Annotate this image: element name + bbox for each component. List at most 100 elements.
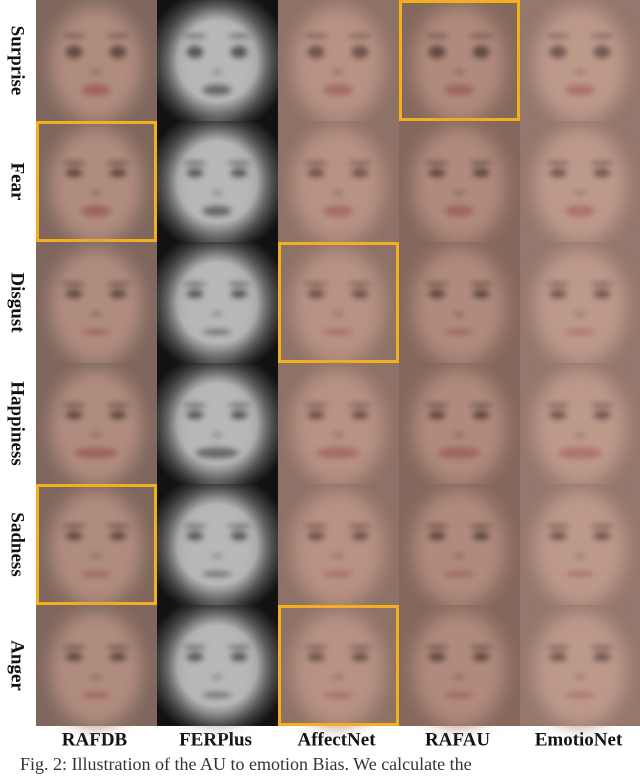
face xyxy=(292,369,384,485)
brow xyxy=(62,402,86,408)
face xyxy=(50,127,142,243)
eye xyxy=(307,45,325,59)
brow xyxy=(348,33,372,39)
eye xyxy=(549,168,567,178)
mouth xyxy=(444,84,474,96)
mouth xyxy=(81,571,111,577)
column-label: EmotioNet xyxy=(535,729,623,750)
eye xyxy=(472,289,490,299)
face-image xyxy=(520,0,640,122)
nose xyxy=(90,553,102,559)
brow xyxy=(106,644,130,650)
eye xyxy=(307,410,325,420)
brow xyxy=(304,523,328,529)
nose xyxy=(332,190,344,196)
face-oval xyxy=(50,6,142,122)
mouth xyxy=(323,329,353,335)
mouth xyxy=(444,692,474,698)
face-oval xyxy=(292,248,384,364)
brow xyxy=(348,402,372,408)
face-image xyxy=(36,605,157,727)
mouth xyxy=(565,692,595,698)
face xyxy=(413,490,505,606)
brow xyxy=(590,281,614,287)
column-label: RAFAU xyxy=(425,729,490,750)
face xyxy=(534,6,626,122)
brow xyxy=(62,281,86,287)
mouth xyxy=(81,84,111,96)
eye xyxy=(549,45,567,59)
mouth xyxy=(81,205,111,217)
brow xyxy=(469,523,493,529)
nose xyxy=(332,311,344,317)
face xyxy=(413,611,505,727)
column-label: RAFDB xyxy=(62,729,128,750)
brow xyxy=(590,33,614,39)
face-image xyxy=(278,121,399,243)
vignette xyxy=(157,0,278,121)
face-image xyxy=(399,605,520,727)
eye xyxy=(351,652,369,662)
face-image xyxy=(520,363,640,485)
brow xyxy=(425,281,449,287)
face xyxy=(292,248,384,364)
face xyxy=(292,611,384,727)
face-image xyxy=(36,121,157,243)
face-oval xyxy=(50,611,142,727)
mouth xyxy=(558,447,602,459)
face-oval xyxy=(413,490,505,606)
face xyxy=(50,6,142,122)
eye xyxy=(351,168,369,178)
mouth xyxy=(565,205,595,217)
nose xyxy=(453,69,465,75)
brow xyxy=(546,33,570,39)
face-image xyxy=(36,242,157,364)
brow xyxy=(348,281,372,287)
face xyxy=(292,6,384,122)
eye xyxy=(65,168,83,178)
face-image xyxy=(399,242,520,364)
face xyxy=(534,248,626,364)
face-oval xyxy=(413,6,505,122)
mouth xyxy=(323,571,353,577)
face-oval xyxy=(534,6,626,122)
brow xyxy=(425,402,449,408)
mouth xyxy=(565,571,595,577)
nose xyxy=(574,432,586,438)
eye xyxy=(109,289,127,299)
face-oval xyxy=(413,248,505,364)
highlight-box xyxy=(36,121,157,242)
face-image xyxy=(36,363,157,485)
eye xyxy=(109,45,127,59)
eye xyxy=(307,289,325,299)
face-image xyxy=(399,0,520,122)
face-image xyxy=(520,484,640,606)
face-image xyxy=(157,363,278,485)
face-image xyxy=(157,484,278,606)
face xyxy=(292,490,384,606)
vignette xyxy=(157,242,278,363)
brow xyxy=(469,33,493,39)
eye xyxy=(428,289,446,299)
face xyxy=(292,127,384,243)
face-oval xyxy=(292,369,384,485)
eye xyxy=(65,410,83,420)
row-label: Surprise xyxy=(7,26,28,96)
face xyxy=(534,127,626,243)
face-image xyxy=(278,605,399,727)
face xyxy=(534,490,626,606)
face-oval xyxy=(413,369,505,485)
face-image xyxy=(278,0,399,122)
nose xyxy=(332,553,344,559)
brow xyxy=(469,160,493,166)
vignette xyxy=(157,363,278,484)
row-label: Fear xyxy=(7,163,28,202)
eye xyxy=(65,45,83,59)
eye xyxy=(593,45,611,59)
nose xyxy=(332,674,344,680)
eye xyxy=(593,652,611,662)
eye xyxy=(109,652,127,662)
nose xyxy=(574,190,586,196)
